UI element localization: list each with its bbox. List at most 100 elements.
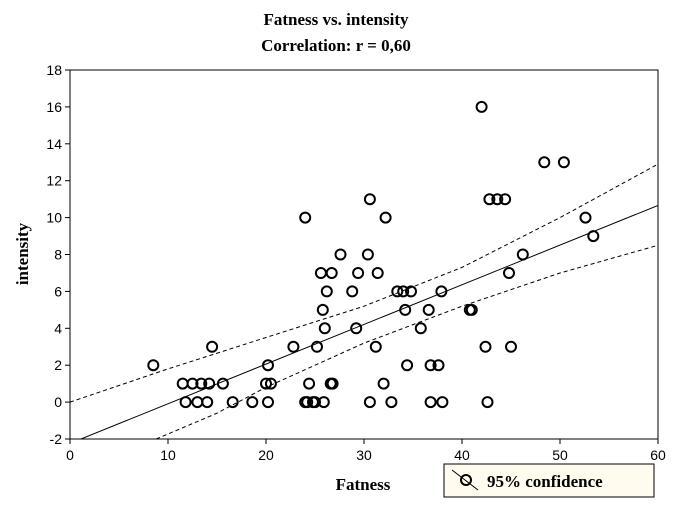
x-axis-ticks: 0 10 20 30 40 50 60 bbox=[66, 439, 666, 463]
confidence-band-lower bbox=[156, 244, 658, 439]
x-tick-label: 10 bbox=[160, 447, 176, 463]
legend-marker-icon bbox=[460, 474, 472, 486]
x-tick-label: 60 bbox=[650, 447, 666, 463]
data-point bbox=[579, 211, 592, 224]
y-tick-label: 18 bbox=[46, 62, 62, 78]
data-point bbox=[369, 340, 382, 353]
data-point bbox=[346, 285, 359, 298]
y-tick-label: -2 bbox=[50, 431, 63, 447]
confidence-band-upper bbox=[70, 163, 658, 403]
data-point bbox=[379, 211, 392, 224]
data-point bbox=[201, 396, 214, 409]
x-tick-label: 20 bbox=[258, 447, 274, 463]
regression-line bbox=[79, 204, 658, 439]
data-point bbox=[301, 396, 314, 409]
data-point bbox=[424, 359, 437, 372]
data-point bbox=[377, 377, 390, 390]
data-point bbox=[206, 340, 219, 353]
data-point bbox=[401, 359, 414, 372]
data-point bbox=[371, 267, 384, 279]
data-point bbox=[399, 303, 412, 316]
data-point bbox=[436, 396, 449, 409]
data-point bbox=[491, 193, 504, 206]
y-tick-label: 14 bbox=[46, 136, 62, 152]
data-point bbox=[361, 248, 374, 261]
legend-label: 95% confidence bbox=[487, 472, 603, 491]
legend-box bbox=[443, 463, 655, 498]
data-point bbox=[147, 359, 160, 372]
data-point bbox=[516, 248, 529, 261]
chart-subtitle: Correlation: r = 0,60 bbox=[261, 36, 411, 55]
data-point bbox=[195, 377, 208, 390]
data-point bbox=[538, 156, 551, 169]
data-point bbox=[334, 248, 347, 261]
data-point bbox=[216, 377, 229, 390]
plot-content bbox=[70, 100, 658, 439]
data-point bbox=[311, 340, 323, 353]
data-point bbox=[483, 193, 496, 206]
data-points bbox=[147, 100, 600, 409]
data-point bbox=[264, 377, 277, 390]
data-point bbox=[262, 396, 274, 409]
data-point bbox=[424, 396, 437, 409]
x-tick-label: 50 bbox=[552, 447, 568, 463]
x-axis-title: Fatness bbox=[336, 475, 391, 494]
data-point bbox=[503, 267, 515, 279]
data-point bbox=[363, 396, 376, 409]
data-point bbox=[432, 359, 445, 372]
data-point bbox=[176, 377, 189, 390]
data-point bbox=[352, 267, 365, 279]
data-point bbox=[287, 340, 300, 353]
data-point bbox=[316, 303, 329, 316]
y-tick-label: 6 bbox=[54, 283, 62, 299]
data-point bbox=[203, 377, 216, 390]
data-point bbox=[262, 359, 274, 372]
data-point bbox=[246, 396, 259, 409]
y-axis-ticks: -2 0 2 4 6 8 10 12 14 16 18 bbox=[46, 62, 70, 447]
data-point bbox=[226, 396, 239, 409]
data-point bbox=[479, 340, 492, 353]
data-point bbox=[299, 211, 312, 224]
data-point bbox=[320, 285, 333, 298]
y-tick-label: 16 bbox=[46, 99, 62, 115]
data-point bbox=[422, 303, 435, 316]
y-tick-label: 8 bbox=[54, 247, 62, 263]
data-point bbox=[179, 396, 192, 409]
data-point bbox=[314, 267, 327, 279]
y-tick-label: 2 bbox=[54, 357, 62, 373]
y-tick-label: 12 bbox=[46, 173, 62, 189]
data-point bbox=[260, 377, 272, 390]
data-point bbox=[435, 285, 448, 298]
y-tick-label: 0 bbox=[54, 394, 62, 410]
data-point bbox=[405, 285, 417, 298]
data-point bbox=[350, 322, 363, 335]
data-point bbox=[325, 267, 338, 279]
data-point bbox=[557, 156, 570, 169]
data-point bbox=[317, 396, 330, 409]
chart-title: Fatness vs. intensity bbox=[264, 10, 409, 29]
data-point bbox=[363, 193, 376, 206]
data-point bbox=[391, 285, 404, 298]
y-tick-label: 10 bbox=[46, 210, 62, 226]
data-point bbox=[587, 230, 600, 243]
data-point bbox=[414, 322, 427, 335]
x-tick-label: 0 bbox=[66, 447, 74, 463]
legend: 95% confidence bbox=[443, 463, 655, 498]
y-axis-title: intensity bbox=[13, 222, 32, 285]
data-point bbox=[186, 377, 199, 390]
data-point bbox=[499, 193, 512, 206]
legend-line-swatch bbox=[451, 469, 479, 491]
data-point bbox=[309, 396, 321, 409]
y-tick-label: 4 bbox=[54, 320, 62, 336]
data-point bbox=[318, 322, 331, 335]
x-tick-label: 40 bbox=[454, 447, 470, 463]
plot-area-frame bbox=[69, 69, 659, 440]
data-point bbox=[505, 340, 517, 353]
data-point bbox=[397, 285, 410, 298]
x-tick-label: 30 bbox=[356, 447, 372, 463]
data-point bbox=[481, 396, 494, 409]
data-point bbox=[191, 396, 204, 409]
data-point bbox=[326, 377, 339, 390]
data-point bbox=[303, 377, 316, 390]
